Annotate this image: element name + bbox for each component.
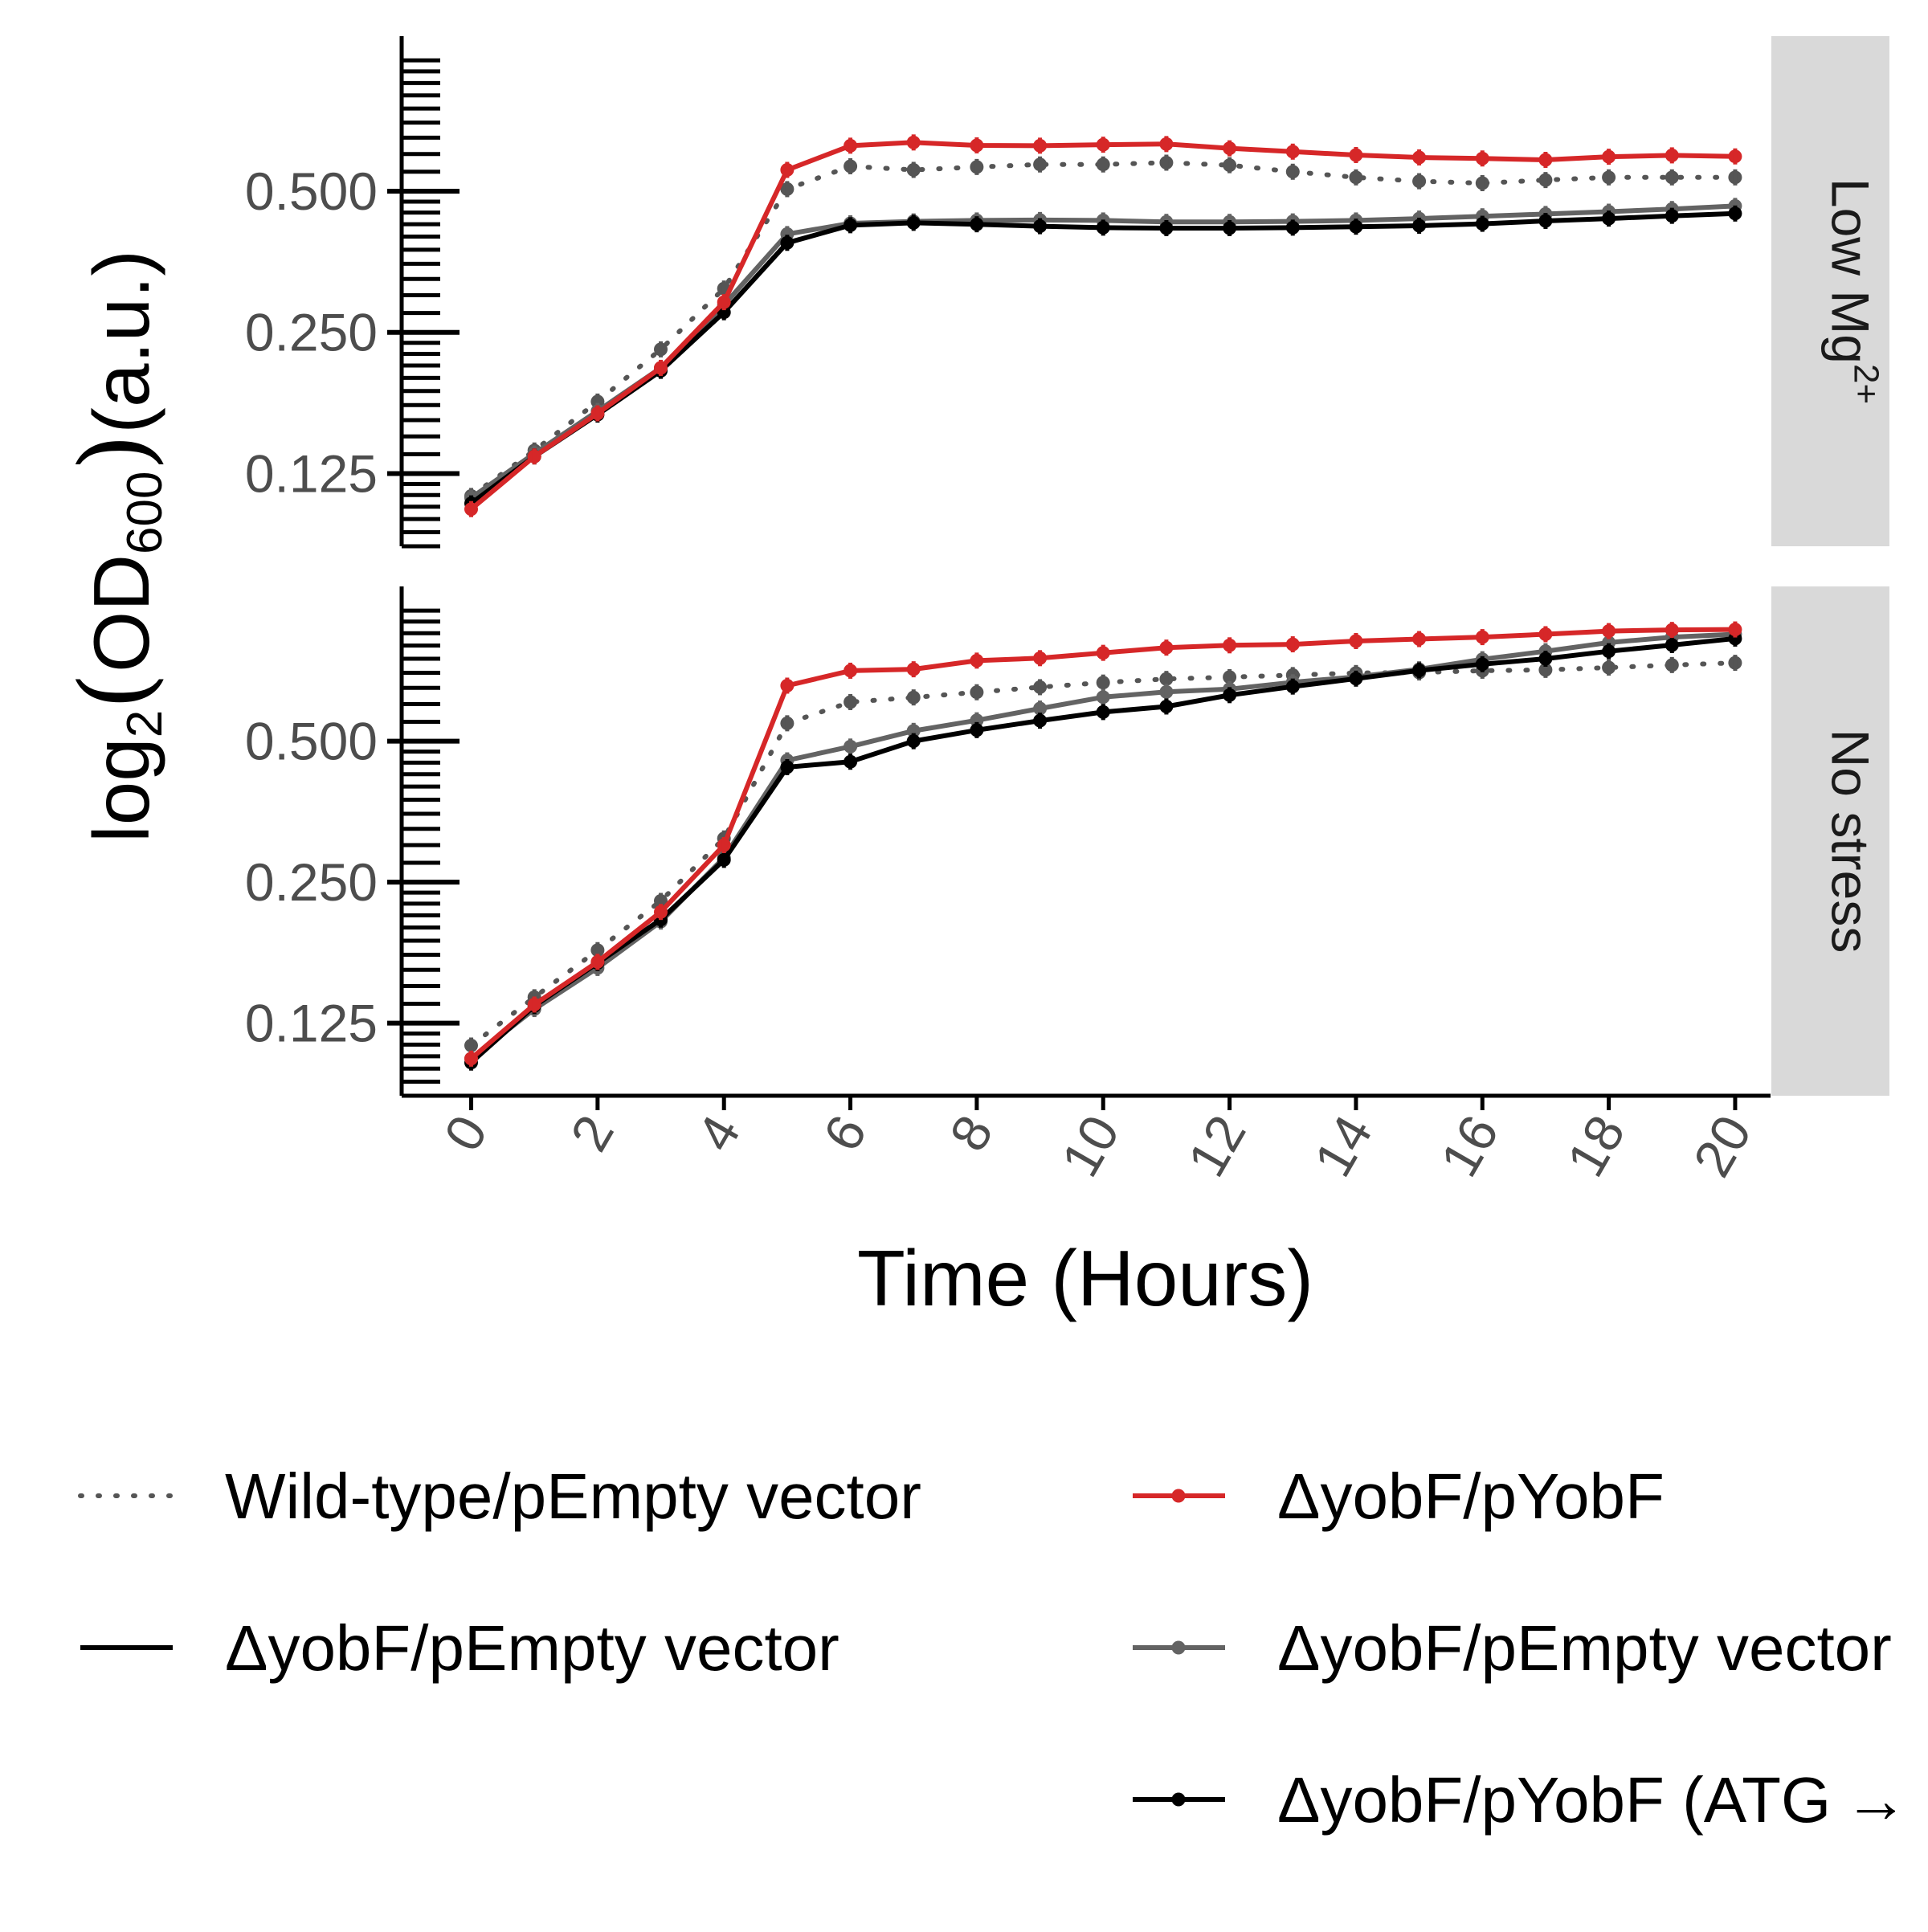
y-title-prefix: log <box>77 737 165 843</box>
facet-strip-low-mg <box>1771 36 1889 546</box>
legend-key-point <box>1171 1489 1186 1503</box>
y-tick-label: 0.250 <box>245 303 378 362</box>
y-tick-label: 0.125 <box>245 994 378 1053</box>
chart-panels: Low Mg2+ 0.500 0.250 0.125 No stress 0.500 0.2… <box>245 36 1889 1187</box>
x-tick-label: 10 <box>1050 1105 1131 1187</box>
y-axis-title: log2(OD600)(a.u.) <box>60 250 173 843</box>
x-tick-label: 14 <box>1302 1105 1383 1187</box>
series-line-pyobf <box>469 140 1735 512</box>
panel-no-stress: No stress 0.500 0.250 0.125 0 2 4 6 8 10 12 14 16 18 2… <box>245 586 1889 1187</box>
series-pyobf-no-stress <box>464 621 1742 1067</box>
series-empty_gray-no-stress <box>464 626 1742 1067</box>
y-minor-ticks-low-mg <box>402 58 440 549</box>
x-tick-label: 16 <box>1429 1105 1510 1187</box>
facet-label-superscript: 2+ <box>1847 364 1886 404</box>
legend-item-wt: Wild-type/pEmpty vector <box>78 1460 921 1532</box>
legend: Wild-type/pEmpty vector ΔyobF/pEmpty vect… <box>78 1460 1908 1836</box>
series-wt-low-mg <box>464 154 1742 504</box>
y-tick-label: 0.500 <box>245 712 378 771</box>
x-tick-label: 8 <box>938 1105 1004 1161</box>
x-tick-label: 4 <box>685 1105 751 1161</box>
legend-item-atg: ΔyobF/pYobF (ATG → <box>1133 1764 1908 1836</box>
y-title-main-subscript: 600 <box>117 472 173 554</box>
legend-item-empty_black: ΔyobF/pEmpty vector <box>80 1612 839 1684</box>
y-tick-label: 0.250 <box>245 852 378 912</box>
x-tick-label: 6 <box>811 1105 877 1161</box>
facet-strip-no-stress <box>1771 586 1889 1096</box>
x-tick-label: 0 <box>432 1105 498 1161</box>
y-title-prefix-subscript: 2 <box>117 710 173 737</box>
y-title-main: OD <box>77 554 165 672</box>
legend-key-point <box>1171 1792 1186 1807</box>
legend-label: Wild-type/pEmpty vector <box>225 1460 921 1532</box>
x-axis-title: Time (Hours) <box>857 1234 1313 1322</box>
facet-label-low-mg: Low Mg2+ <box>1821 178 1886 404</box>
series-line-wt <box>468 660 1738 1048</box>
series-pyobf-low-mg <box>464 134 1742 517</box>
y-title-close-paren: ) <box>60 434 172 472</box>
legend-label: ΔyobF/pYobF (ATG → <box>1277 1764 1908 1836</box>
x-tick-label: 2 <box>559 1105 625 1161</box>
y-tick-label: 0.125 <box>245 444 378 504</box>
facet-label-no-stress: No stress <box>1821 729 1881 954</box>
y-title-open-paren: ( <box>60 672 172 710</box>
legend-item-empty_gray: ΔyobF/pEmpty vector <box>1133 1612 1892 1684</box>
facet-label-text: Low Mg <box>1821 178 1881 364</box>
x-tick-label: 18 <box>1555 1105 1636 1187</box>
legend-label: ΔyobF/pEmpty vector <box>225 1612 839 1684</box>
x-tick-label: 12 <box>1176 1105 1257 1187</box>
series-atg-low-mg <box>464 205 1742 512</box>
legend-label: ΔyobF/pEmpty vector <box>1277 1612 1892 1684</box>
legend-key-point <box>1171 1640 1186 1655</box>
series-line-wt <box>468 160 1738 499</box>
panel-low-mg: Low Mg2+ 0.500 0.250 0.125 <box>245 36 1889 549</box>
facet-label-text: No stress <box>1821 729 1881 954</box>
y-title-unit: (a.u.) <box>77 250 165 434</box>
x-tick-label: 20 <box>1681 1105 1763 1187</box>
legend-item-pyobf: ΔyobF/pYobF <box>1133 1460 1665 1532</box>
legend-label: ΔyobF/pYobF <box>1277 1460 1665 1532</box>
y-minor-ticks-no-stress <box>402 608 440 1098</box>
y-tick-label: 0.500 <box>245 161 378 221</box>
series-line-atg <box>469 210 1736 506</box>
